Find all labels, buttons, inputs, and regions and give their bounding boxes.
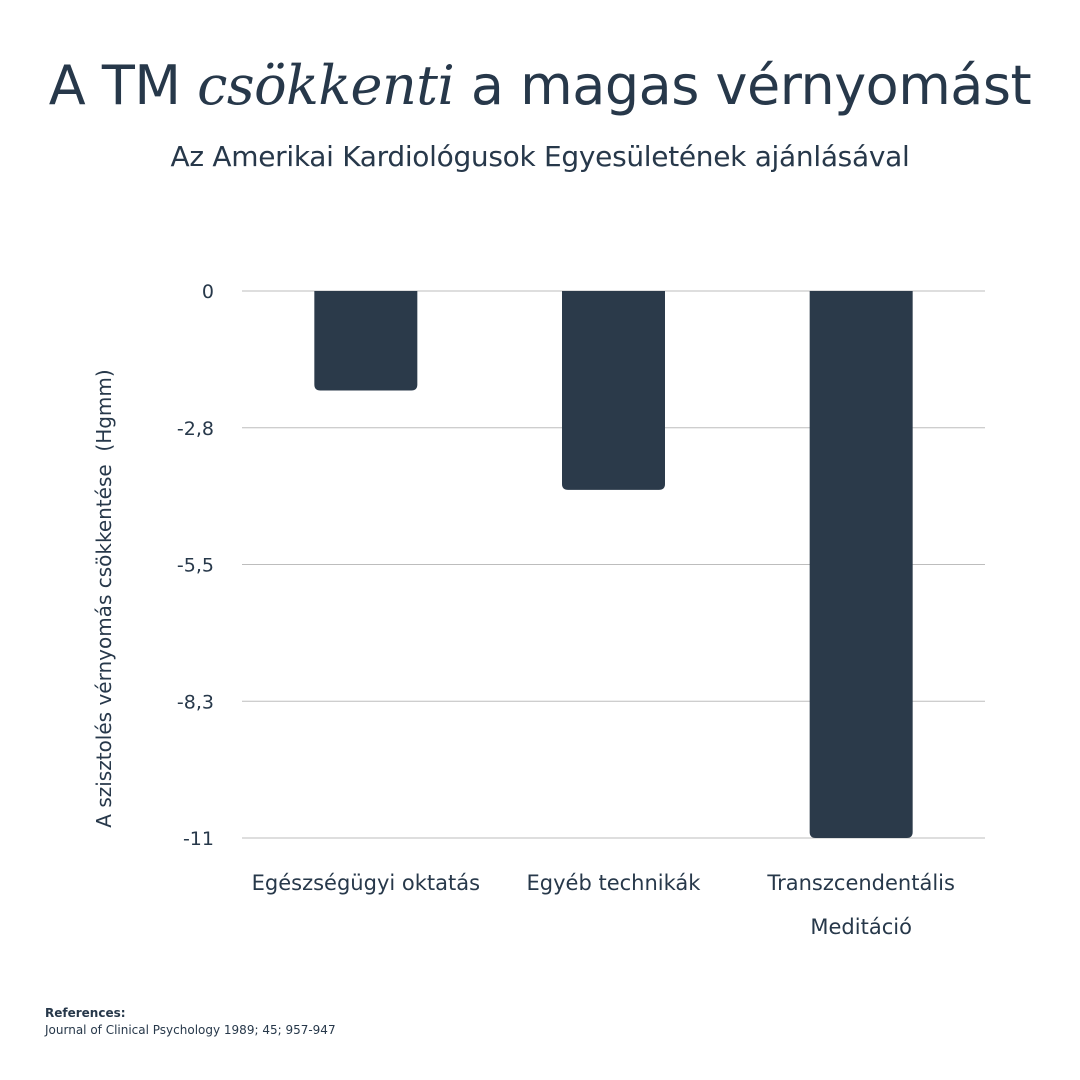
- title-part-1: A TM: [48, 54, 198, 117]
- references-text: Journal of Clinical Psychology 1989; 45;…: [45, 1023, 336, 1037]
- y-tick-label: -8,3: [177, 691, 214, 713]
- title-part-2: a magas vérnyomást: [454, 54, 1032, 117]
- title-emphasis: csökkenti: [197, 54, 455, 117]
- x-category-label: Egyéb technikák: [527, 871, 702, 895]
- chart-title: A TM csökkenti a magas vérnyomást: [0, 54, 1080, 117]
- x-category-label: Egészségügyi oktatás: [252, 871, 480, 895]
- bar-chart: 0 -2,8 -5,5 -8,3 -11 Egészségügyi oktatás Egyé…: [92, 281, 985, 939]
- bar: [562, 291, 665, 490]
- bar: [809, 291, 913, 838]
- x-category-label: Meditáció: [810, 915, 912, 939]
- references: References: Journal of Clinical Psycholo…: [45, 1006, 336, 1037]
- bar: [314, 291, 418, 391]
- y-tick-label: -11: [183, 828, 214, 850]
- y-tick-label: -2,8: [177, 418, 214, 440]
- chart-subtitle: Az Amerikai Kardiológusok Egyesületének …: [170, 140, 910, 173]
- y-tick-label: -5,5: [177, 555, 214, 577]
- x-category-label: Transzcendentális: [766, 871, 955, 895]
- y-axis-label: A szisztolés vérnyomás csökkentése (Hgmm…: [92, 369, 116, 827]
- y-tick-label: 0: [202, 281, 214, 303]
- references-heading: References:: [45, 1006, 126, 1020]
